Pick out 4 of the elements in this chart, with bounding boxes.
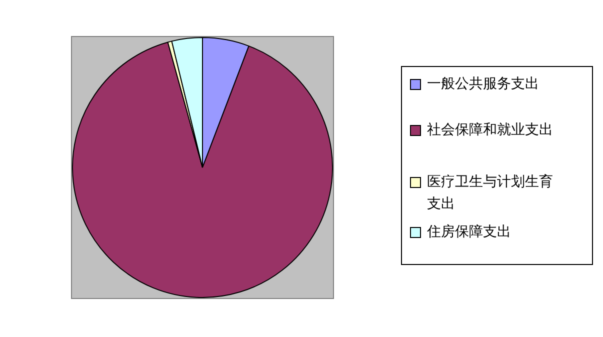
legend-label: 医疗卫生与计划生育支出 bbox=[427, 173, 554, 214]
legend-label: 社会保障和就业支出 bbox=[427, 121, 554, 140]
legend-label: 一般公共服务支出 bbox=[427, 75, 540, 94]
legend-label: 住房保障支出 bbox=[427, 223, 512, 242]
